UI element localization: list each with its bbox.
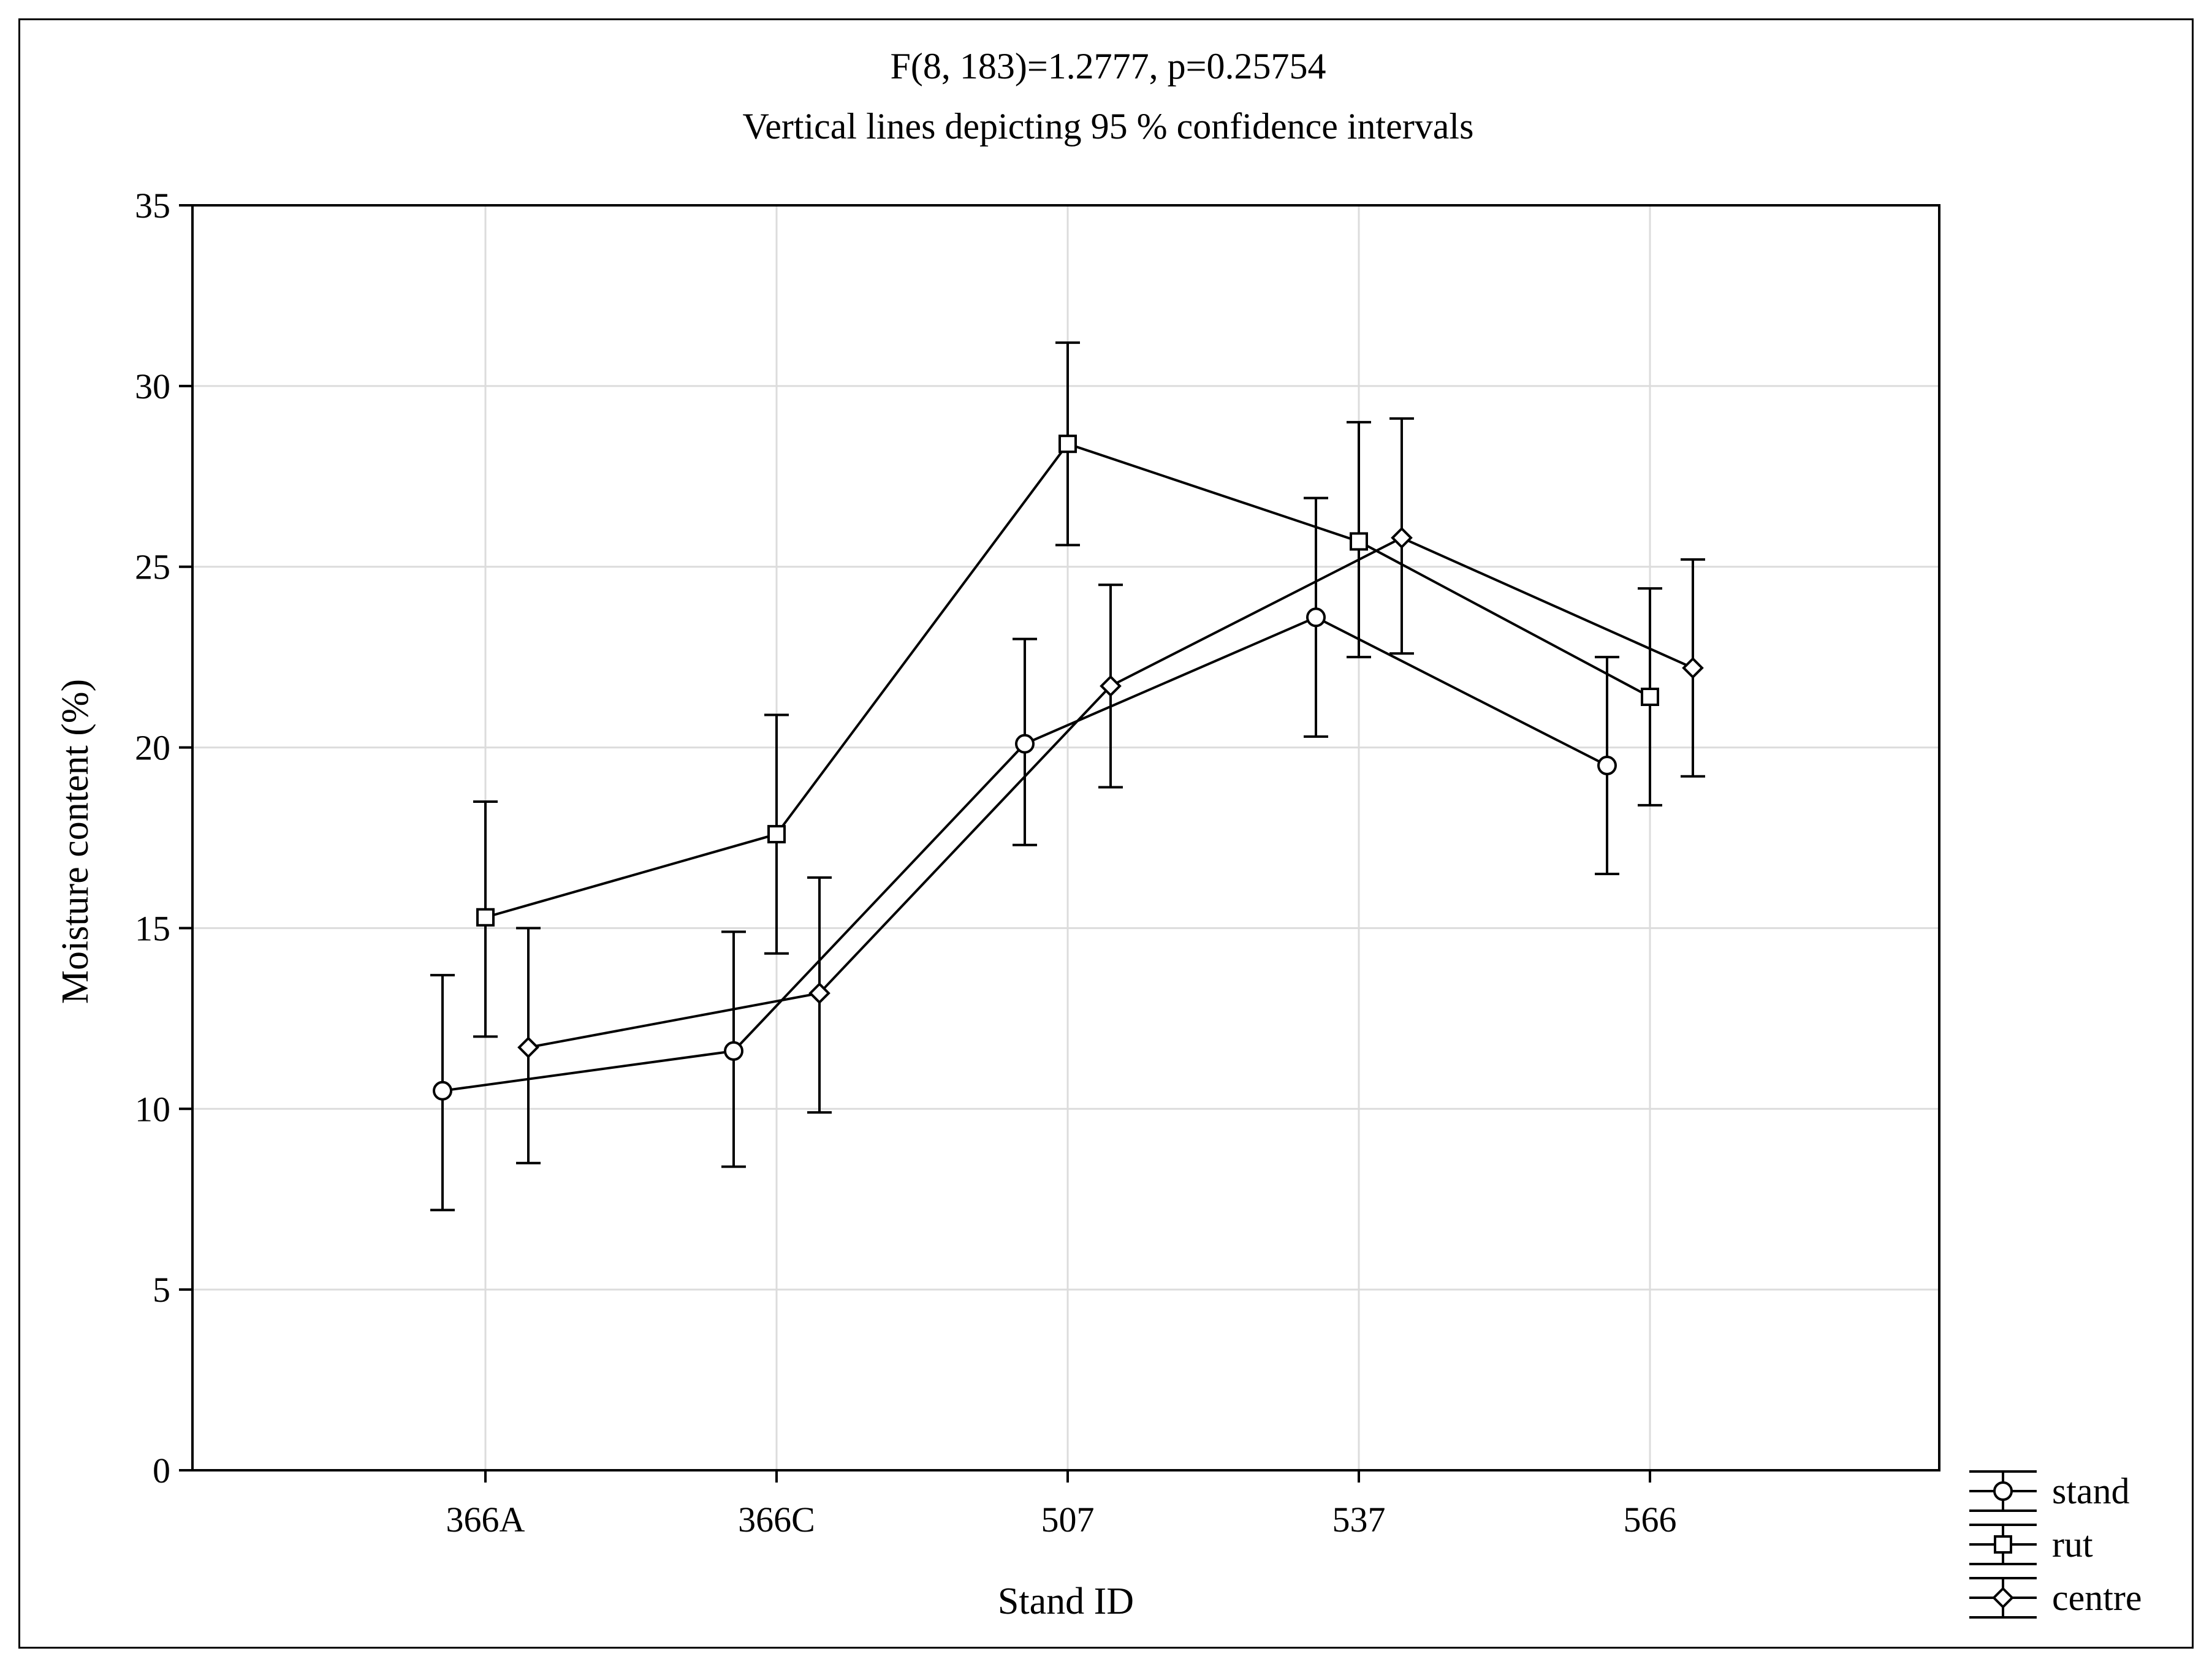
legend-item-stand: stand xyxy=(1969,1470,2130,1512)
marker-rut xyxy=(1350,532,1368,551)
y-axis-title: Moisture content (%) xyxy=(55,679,96,1004)
marker-stand xyxy=(1015,734,1035,754)
x-tick-label: 507 xyxy=(1041,1500,1095,1540)
legend-marker-rut xyxy=(1994,1535,2012,1554)
grid-layer xyxy=(192,205,1939,1470)
legend-label: rut xyxy=(2052,1524,2093,1565)
y-tick-label: 10 xyxy=(135,1089,170,1129)
marker-centre xyxy=(1391,526,1413,549)
y-tick-label: 0 xyxy=(153,1451,170,1490)
marker-centre xyxy=(517,1036,539,1058)
y-tick-label: 35 xyxy=(135,186,170,226)
x-tick-label: 366C xyxy=(738,1500,815,1540)
legend-label: centre xyxy=(2052,1578,2142,1618)
legend-marker-stand xyxy=(1993,1481,2013,1501)
legend-item-rut: rut xyxy=(1969,1524,2093,1565)
marker-rut xyxy=(1058,435,1077,454)
y-tick-label: 20 xyxy=(135,728,170,768)
legend-label: stand xyxy=(2052,1471,2130,1511)
marker-stand xyxy=(1597,756,1617,776)
chart-subtitle: Vertical lines depicting 95 % confidence… xyxy=(743,106,1474,146)
chart-svg: 0 5 10 15 20 25 30 35 366A 366C 507 537 566 F(8, 183… xyxy=(55,46,2142,1622)
chart-title: F(8, 183)=1.2777, p=0.25754 xyxy=(890,46,1326,86)
marker-rut xyxy=(476,908,495,927)
legend: stand rut centre xyxy=(1969,1470,2142,1619)
marker-centre xyxy=(1682,657,1704,679)
legend-marker-centre xyxy=(1992,1587,2014,1609)
legend-item-centre: centre xyxy=(1969,1577,2142,1619)
x-tick-label: 366A xyxy=(446,1500,525,1540)
marker-rut xyxy=(767,825,786,844)
axis-layer: 0 5 10 15 20 25 30 35 366A 366C 507 537 566 xyxy=(135,186,1677,1540)
x-axis-title: Stand ID xyxy=(998,1581,1134,1622)
series-layer xyxy=(430,341,1705,1212)
y-tick-label: 30 xyxy=(135,366,170,406)
y-tick-label: 25 xyxy=(135,547,170,587)
y-tick-label: 15 xyxy=(135,908,170,948)
marker-stand xyxy=(724,1041,743,1061)
chart-frame: 0 5 10 15 20 25 30 35 366A 366C 507 537 566 F(8, 183… xyxy=(18,18,2194,1649)
x-tick-label: 566 xyxy=(1624,1500,1677,1540)
marker-centre xyxy=(808,982,830,1004)
series-centre xyxy=(516,417,1705,1164)
y-tick-label: 5 xyxy=(153,1270,170,1310)
marker-stand xyxy=(433,1080,452,1101)
series-stand xyxy=(430,496,1619,1212)
plot-area xyxy=(191,204,1940,1471)
x-tick-label: 537 xyxy=(1332,1500,1386,1540)
series-rut xyxy=(473,341,1662,1038)
marker-stand xyxy=(1306,607,1326,628)
marker-rut xyxy=(1641,688,1659,707)
marker-centre xyxy=(1100,675,1122,697)
